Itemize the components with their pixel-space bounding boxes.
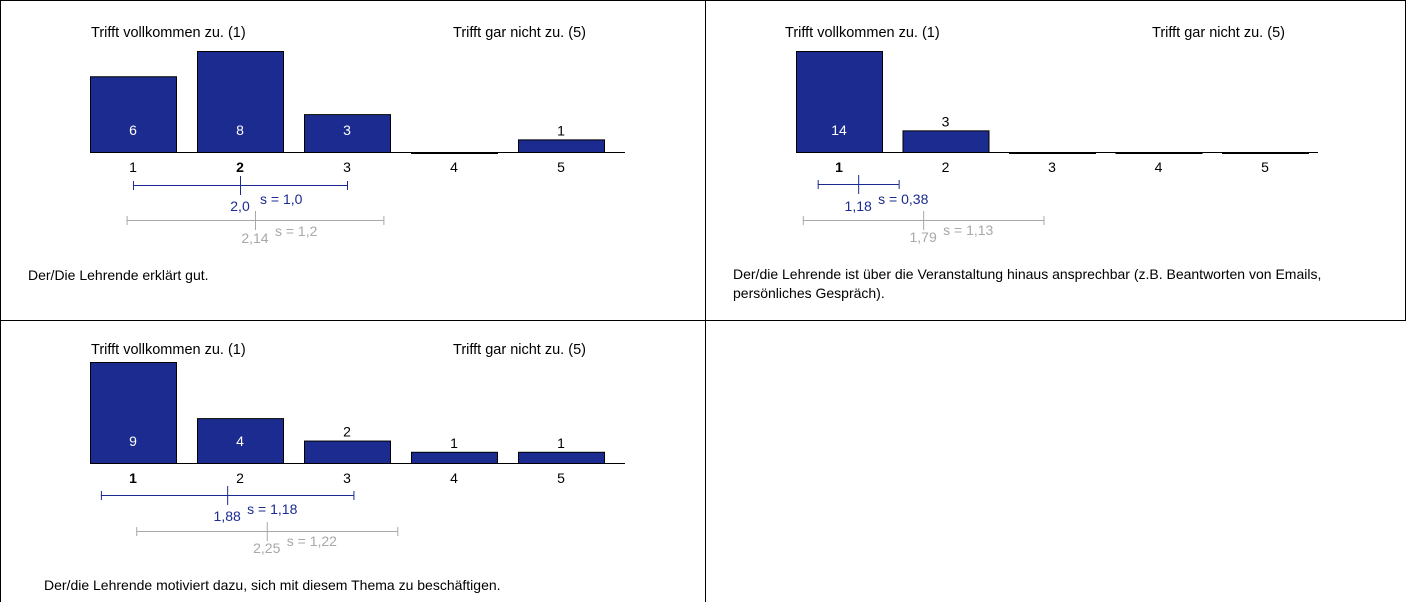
bar-2	[197, 418, 284, 465]
bar-chart: 6 1 8 2 3 3 4 1 5 2,0 s = 1,0 2,14 s = 1,2	[90, 51, 625, 246]
tick-label-1: 1	[835, 159, 843, 175]
bar-3	[304, 114, 391, 153]
bar-5	[518, 139, 605, 153]
question-text: Der/die Lehrende motiviert dazu, sich mi…	[44, 577, 501, 593]
tick-label-4: 4	[450, 159, 458, 175]
scale-right-label: Trifft gar nicht zu. (5)	[453, 25, 586, 41]
scale-right-label: Trifft gar nicht zu. (5)	[1152, 25, 1285, 41]
question-text: Der/die Lehrende ist über die Veranstalt…	[733, 266, 1322, 301]
reference-mean-label: 2,25	[253, 540, 280, 556]
bar-2	[197, 51, 284, 153]
data-label-1: 6	[129, 122, 137, 138]
tick-label-2: 2	[942, 159, 950, 175]
bar-4	[1115, 152, 1203, 154]
tick-label-2: 2	[236, 159, 244, 175]
bar-5	[1222, 152, 1309, 154]
own-sd-label: s = 1,18	[247, 501, 297, 517]
scale-left-label: Trifft vollkommen zu. (1)	[91, 25, 246, 41]
tick-label-1: 1	[129, 159, 137, 175]
tick-label-5: 5	[557, 159, 565, 175]
data-label-5: 1	[557, 435, 565, 451]
empty-panel	[705, 320, 1406, 602]
data-label-2: 4	[236, 433, 244, 449]
chart-panel-erklaert: Trifft vollkommen zu. (1) Trifft gar nic…	[0, 0, 705, 320]
own-mean-label: 1,18	[845, 198, 872, 214]
data-label-3: 2	[343, 424, 351, 440]
tick-label-2: 2	[236, 470, 244, 486]
reference-mean-label: 2,14	[241, 230, 268, 246]
reference-sd-label: s = 1,2	[275, 223, 318, 239]
own-sd-label: s = 0,38	[878, 191, 928, 207]
tick-label-4: 4	[1155, 159, 1163, 175]
tick-label-5: 5	[557, 470, 565, 486]
tick-label-1: 1	[129, 470, 137, 486]
tick-label-3: 3	[1048, 159, 1056, 175]
data-label-1: 14	[831, 122, 847, 138]
bar-4	[411, 451, 498, 464]
bar-chart: 9 1 4 2 2 3 1 4 1 5 1,88 s = 1,18 2,25 s = 1,22	[90, 362, 625, 556]
data-label-2: 8	[236, 122, 244, 138]
bar-4	[411, 152, 498, 154]
scale-left-label: Trifft vollkommen zu. (1)	[91, 342, 246, 358]
scale-left-label: Trifft vollkommen zu. (1)	[785, 25, 940, 41]
reference-mean-label: 1,79	[910, 229, 937, 245]
reference-sd-label: s = 1,22	[287, 533, 337, 549]
own-sd-label: s = 1,0	[260, 191, 303, 207]
reference-sd-label: s = 1,13	[943, 222, 993, 238]
question-text: Der/Die Lehrende erklärt gut.	[28, 267, 209, 283]
bar-1	[90, 76, 177, 153]
tick-label-3: 3	[343, 470, 351, 486]
chart-panel-motiviert: Trifft vollkommen zu. (1) Trifft gar nic…	[0, 320, 705, 602]
bar-5	[518, 451, 605, 464]
own-mean-label: 2,0	[230, 198, 250, 214]
data-label-5: 1	[557, 122, 565, 138]
scale-right-label: Trifft gar nicht zu. (5)	[453, 342, 586, 358]
data-label-1: 9	[129, 433, 137, 449]
bar-1	[796, 51, 883, 153]
own-mean-label: 1,88	[214, 508, 241, 524]
tick-label-5: 5	[1261, 159, 1269, 175]
data-label-2: 3	[942, 113, 950, 129]
bar-2	[902, 130, 990, 154]
data-label-4: 1	[450, 435, 458, 451]
bar-chart: 14 1 3 2 3 4 5 1,18 s = 0,38 1,79 s = 1,13	[796, 51, 1318, 245]
tick-label-3: 3	[343, 159, 351, 175]
bar-3	[304, 440, 391, 465]
chart-panel-ansprechbar: Trifft vollkommen zu. (1) Trifft gar nic…	[705, 0, 1406, 320]
bar-1	[90, 362, 177, 464]
data-label-3: 3	[343, 122, 351, 138]
tick-label-4: 4	[450, 470, 458, 486]
bar-3	[1009, 152, 1096, 154]
